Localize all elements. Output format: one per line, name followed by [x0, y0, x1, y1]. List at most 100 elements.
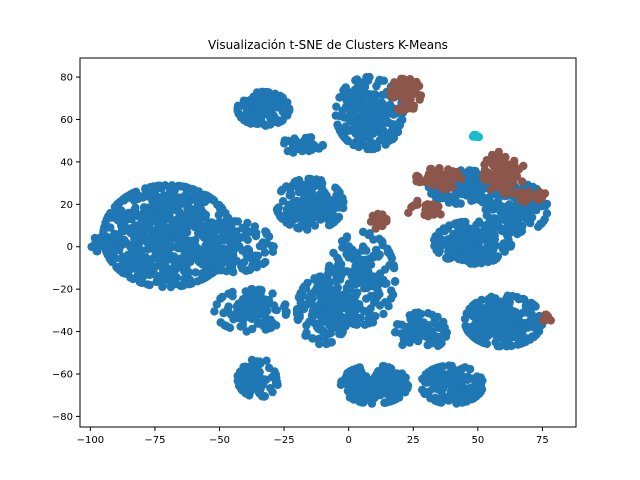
data-point-series-0 — [506, 242, 515, 251]
data-point-series-0 — [470, 166, 479, 176]
data-point-series-0 — [426, 394, 435, 403]
data-point-series-0 — [221, 217, 230, 226]
data-point-series-0 — [266, 107, 276, 116]
data-point-series-0 — [317, 318, 326, 328]
data-point-series-0 — [349, 140, 358, 150]
data-point-series-0 — [428, 365, 437, 374]
data-point-series-0 — [466, 389, 475, 398]
data-point-series-0 — [364, 261, 373, 270]
data-point-series-0 — [391, 328, 400, 337]
data-point-series-0 — [186, 196, 195, 205]
data-point-series-0 — [256, 289, 265, 298]
data-point-series-0 — [331, 214, 341, 223]
data-point-series-0 — [109, 247, 118, 256]
data-point-series-0 — [492, 316, 501, 325]
data-point-series-0 — [260, 248, 270, 257]
data-point-series-0 — [484, 193, 493, 202]
data-point-series-0 — [272, 305, 281, 315]
data-point-series-0 — [151, 248, 160, 257]
x-tick-label: −50 — [209, 435, 230, 446]
data-point-series-0 — [170, 262, 179, 271]
data-point-series-0 — [142, 218, 151, 227]
data-point-series-0 — [318, 141, 327, 150]
data-point-series-0 — [194, 257, 203, 266]
data-point-series-0 — [359, 306, 369, 316]
data-point-series-0 — [228, 287, 237, 297]
data-point-series-0 — [375, 272, 384, 282]
data-point-series-0 — [374, 287, 383, 296]
data-point-series-0 — [224, 302, 233, 311]
data-point-series-0 — [122, 192, 132, 201]
data-point-series-0 — [452, 231, 461, 240]
data-point-series-0 — [202, 191, 211, 200]
data-point-series-0 — [111, 230, 121, 239]
data-point-series-0 — [257, 101, 267, 111]
data-point-series-0 — [503, 202, 513, 212]
data-point-series-1 — [502, 189, 512, 198]
data-point-series-0 — [454, 199, 463, 208]
data-point-series-0 — [264, 363, 274, 373]
data-point-series-1 — [412, 77, 421, 87]
data-point-series-0 — [388, 290, 398, 299]
x-tick-label: −100 — [77, 435, 104, 446]
data-point-series-0 — [369, 118, 378, 127]
data-point-series-0 — [250, 222, 260, 231]
data-point-series-0 — [536, 219, 545, 229]
data-point-series-0 — [371, 91, 380, 100]
data-point-series-0 — [327, 338, 336, 347]
data-point-series-0 — [242, 327, 251, 336]
data-point-series-0 — [238, 320, 247, 330]
data-point-series-0 — [206, 225, 215, 234]
data-point-series-0 — [342, 96, 351, 106]
y-tick-label: 0 — [67, 242, 73, 253]
data-point-series-0 — [175, 232, 184, 241]
data-point-series-0 — [293, 144, 302, 154]
data-point-series-0 — [454, 254, 464, 264]
data-point-series-0 — [386, 364, 396, 373]
data-point-series-0 — [335, 300, 345, 310]
chart-title: Visualización t-SNE de Clusters K-Means — [208, 38, 448, 52]
data-point-series-0 — [511, 314, 521, 323]
data-point-series-0 — [342, 234, 351, 243]
data-point-series-1 — [479, 172, 488, 181]
data-point-series-0 — [237, 305, 246, 315]
data-point-series-0 — [177, 219, 187, 228]
data-point-series-0 — [331, 196, 340, 205]
data-point-series-0 — [264, 232, 274, 241]
data-point-series-1 — [501, 152, 510, 162]
data-point-series-0 — [212, 300, 221, 309]
data-point-series-0 — [353, 279, 362, 288]
data-point-series-0 — [126, 243, 136, 252]
data-point-series-0 — [333, 322, 342, 331]
data-point-series-0 — [332, 102, 341, 111]
data-point-series-0 — [360, 377, 370, 386]
data-point-series-0 — [251, 358, 260, 367]
data-point-series-0 — [112, 200, 122, 209]
data-point-series-0 — [194, 250, 203, 260]
data-point-series-0 — [214, 200, 224, 210]
data-point-series-0 — [341, 293, 350, 303]
data-point-series-0 — [210, 307, 219, 316]
data-point-series-0 — [470, 259, 480, 268]
data-point-series-0 — [131, 188, 140, 197]
data-point-series-0 — [485, 213, 494, 223]
data-point-series-0 — [172, 197, 182, 206]
data-point-series-0 — [255, 115, 265, 124]
data-point-series-0 — [167, 181, 177, 190]
y-tick-label: 40 — [60, 157, 73, 168]
data-point-series-0 — [379, 76, 389, 85]
data-point-series-0 — [271, 89, 280, 99]
data-point-series-0 — [456, 375, 466, 385]
data-point-series-0 — [302, 211, 312, 221]
data-point-series-0 — [134, 249, 143, 258]
data-point-series-0 — [333, 283, 342, 292]
data-point-series-1 — [378, 221, 387, 231]
data-point-series-0 — [325, 261, 334, 270]
data-point-series-0 — [390, 277, 400, 286]
data-point-series-0 — [278, 214, 287, 223]
data-point-series-1 — [382, 214, 391, 224]
data-point-series-0 — [421, 378, 430, 387]
data-point-series-0 — [190, 190, 199, 199]
data-point-series-0 — [497, 299, 507, 308]
